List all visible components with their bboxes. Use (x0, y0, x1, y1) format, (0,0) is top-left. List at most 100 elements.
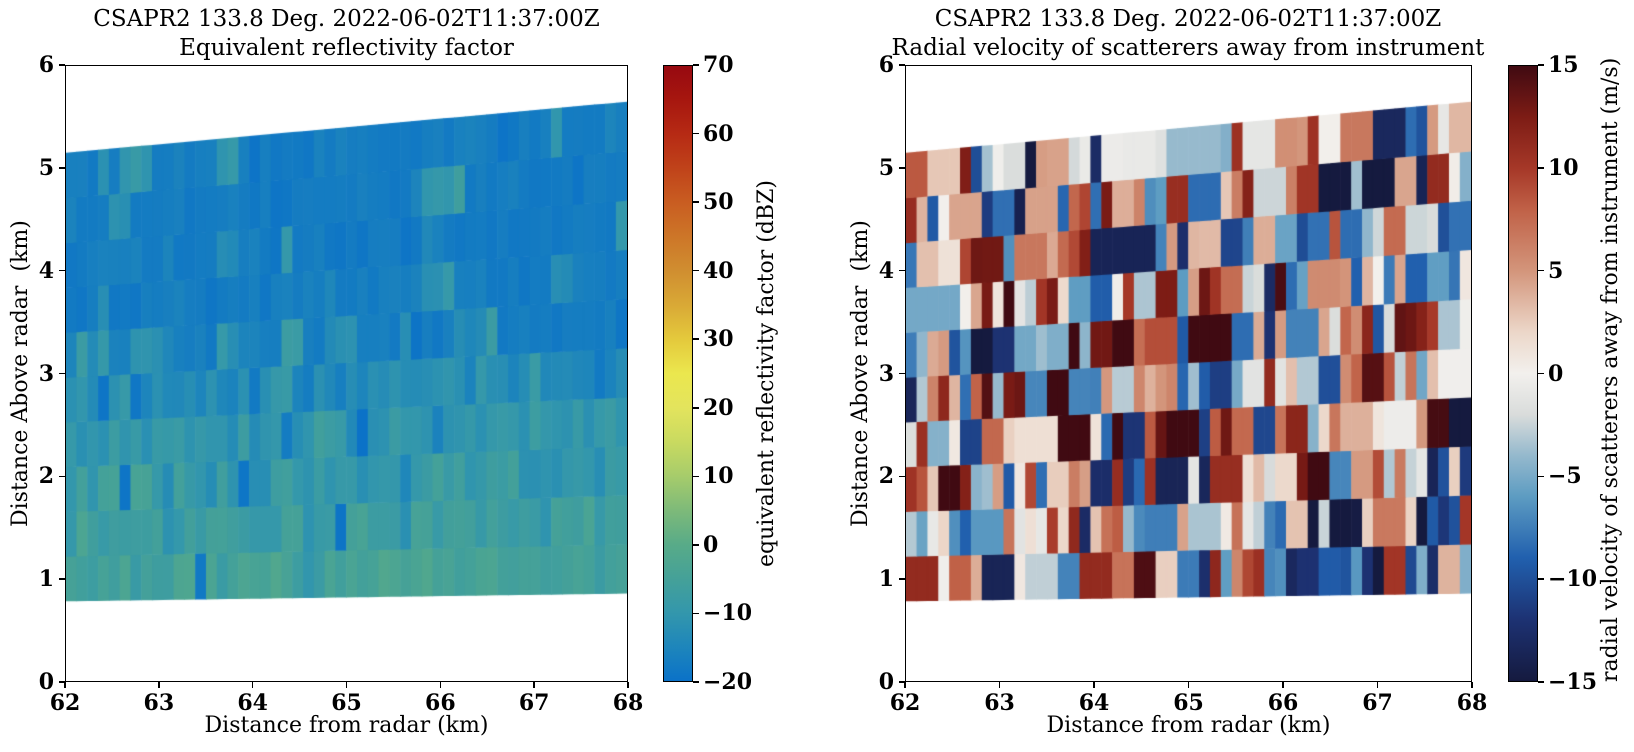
colorbar-tick (693, 681, 699, 683)
y-tick (59, 269, 65, 272)
x-tick (439, 682, 442, 688)
left-panel-title: CSAPR2 133.8 Deg. 2022-06-02T11:37:00Z E… (65, 5, 628, 63)
colorbar-tick (693, 475, 699, 478)
colorbar-tick-label: 10 (1548, 154, 1579, 181)
colorbar-tick (693, 407, 699, 409)
colorbar-tick-label: −5 (1548, 463, 1582, 490)
y-tick-label: 4 (878, 257, 894, 284)
colorbar-tick-label: −15 (1548, 669, 1598, 695)
right-axes (905, 65, 1472, 682)
y-tick (899, 269, 905, 272)
colorbar-tick (693, 338, 699, 340)
y-tick (59, 64, 65, 66)
x-tick (1187, 682, 1190, 688)
colorbar-tick (693, 64, 699, 66)
y-tick (899, 475, 905, 478)
colorbar-tick (1538, 167, 1544, 169)
y-tick (59, 681, 65, 683)
y-tick (899, 681, 905, 683)
colorbar-tick (1538, 681, 1544, 683)
right-panel-title: CSAPR2 133.8 Deg. 2022-06-02T11:37:00Z R… (788, 5, 1588, 63)
y-tick-label: 0 (878, 669, 894, 695)
x-tick-label: 66 (425, 690, 456, 716)
left-axes (65, 65, 628, 682)
colorbar-tick-label: 0 (1548, 360, 1564, 387)
x-tick (64, 682, 66, 688)
x-tick-label: 68 (612, 690, 644, 716)
colorbar-tick (1538, 372, 1544, 375)
colorbar-tick-label: 15 (1548, 52, 1579, 78)
x-tick (1093, 682, 1095, 688)
colorbar-tick-label: −10 (703, 600, 753, 627)
x-tick (251, 682, 254, 688)
colorbar-tick (1538, 64, 1544, 66)
x-tick-label: 62 (49, 690, 81, 716)
colorbar-tick-label: 70 (703, 52, 734, 78)
y-tick-label: 1 (38, 566, 54, 593)
left-x-axis-label: Distance from radar (km) (204, 713, 489, 738)
colorbar-tick (693, 544, 699, 546)
x-tick (1471, 682, 1473, 688)
x-tick-label: 63 (143, 690, 175, 716)
y-tick-label: 1 (878, 566, 894, 593)
y-tick (59, 578, 65, 580)
x-tick-label: 67 (518, 690, 550, 716)
x-tick (533, 682, 535, 688)
colorbar-tick-label: −10 (1548, 566, 1598, 593)
colorbar-tick (693, 132, 699, 135)
colorbar-tick (1538, 269, 1544, 272)
x-tick-label: 66 (1267, 690, 1299, 716)
x-tick-label: 68 (1456, 690, 1488, 716)
colorbar-tick-label: 50 (703, 189, 734, 216)
colorbar-tick (1538, 578, 1544, 580)
y-tick-label: 2 (878, 463, 894, 490)
y-tick-label: 5 (878, 154, 894, 181)
x-tick-label: 67 (1362, 690, 1393, 716)
x-tick-label: 64 (237, 690, 268, 716)
y-tick-label: 6 (878, 52, 894, 78)
colorbar-tick-label: 30 (703, 326, 734, 353)
colorbar-tick-label: 10 (703, 463, 734, 490)
x-tick (998, 682, 1001, 688)
y-tick (59, 372, 65, 375)
colorbar-tick-label: −20 (703, 669, 753, 695)
y-tick (59, 475, 65, 478)
x-tick (627, 682, 629, 688)
x-tick-label: 62 (889, 690, 921, 716)
x-tick (345, 682, 348, 688)
x-tick-label: 64 (1078, 690, 1110, 716)
y-tick (59, 167, 65, 169)
colorbar-tick (1538, 475, 1544, 478)
y-tick-label: 3 (38, 360, 54, 387)
x-tick-label: 65 (331, 690, 362, 716)
right-x-axis-label: Distance from radar (km) (1046, 713, 1331, 738)
x-tick-label: 65 (1173, 690, 1204, 716)
right-title-line1: CSAPR2 133.8 Deg. 2022-06-02T11:37:00Z (934, 6, 1442, 32)
x-tick (1376, 682, 1379, 688)
colorbar-tick-label: 40 (703, 257, 734, 284)
right-title-line2: Radial velocity of scatterers away from … (891, 35, 1485, 61)
colorbar-tick-label: 5 (1548, 257, 1564, 284)
x-tick (1282, 682, 1284, 688)
y-tick (899, 578, 905, 580)
x-tick (158, 682, 160, 688)
velocity-colorbar (1508, 65, 1538, 682)
colorbar-tick-label: 60 (703, 120, 734, 147)
y-tick-label: 2 (38, 463, 54, 490)
colorbar-tick (693, 612, 699, 615)
left-title-line1: CSAPR2 133.8 Deg. 2022-06-02T11:37:00Z (93, 6, 600, 32)
reflectivity-colorbar-label: equivalent reflectivity factor (dBZ) (754, 180, 779, 567)
y-tick (899, 372, 905, 375)
left-title-line2: Equivalent reflectivity factor (179, 35, 514, 61)
y-tick-label: 0 (38, 669, 54, 695)
reflectivity-heatmap-canvas (66, 66, 627, 681)
colorbar-tick-label: 20 (703, 394, 734, 421)
y-tick (899, 64, 905, 66)
colorbar-tick-label: 0 (703, 531, 719, 558)
y-tick-label: 6 (38, 52, 54, 78)
y-tick-label: 4 (38, 257, 54, 284)
x-tick-label: 63 (984, 690, 1015, 716)
y-tick-label: 5 (38, 154, 54, 181)
reflectivity-colorbar (663, 65, 693, 682)
